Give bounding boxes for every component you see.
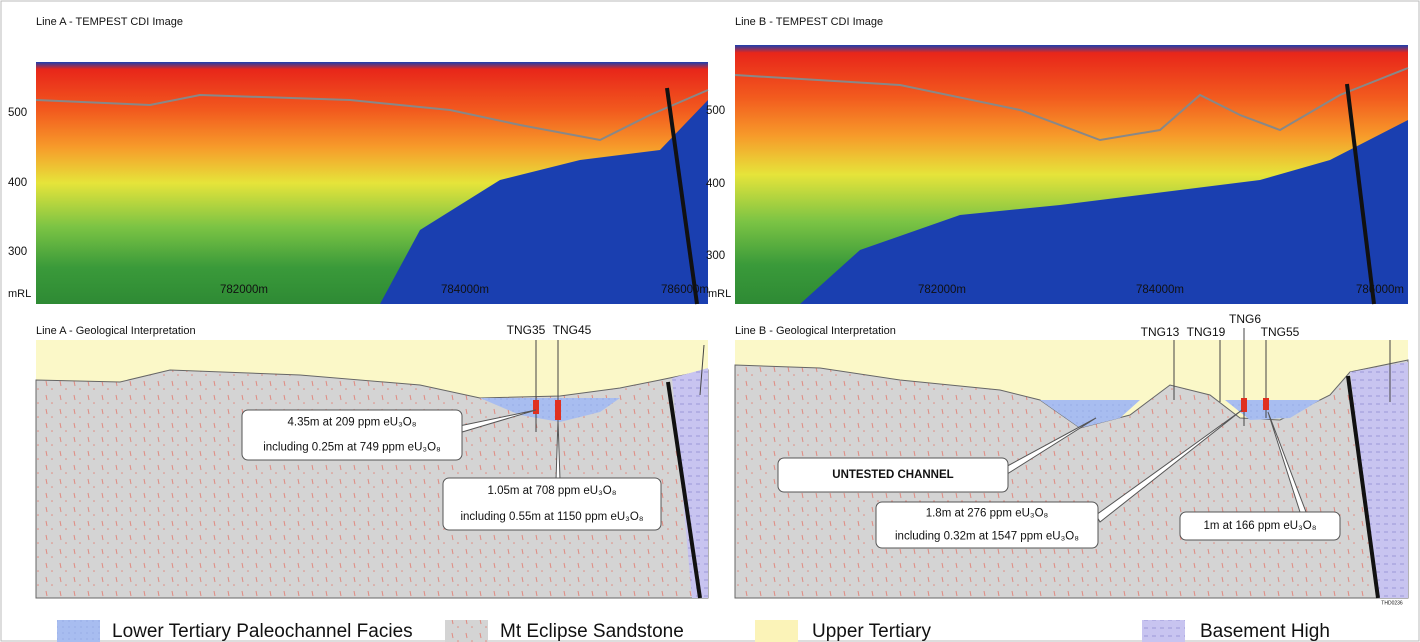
drillhole-label: TNG13 xyxy=(1141,325,1180,339)
cdi-image-a xyxy=(36,62,708,304)
x-tick-label: 784000m xyxy=(1136,284,1184,296)
x-tick-label: 786000m xyxy=(1356,284,1404,296)
legend-swatch xyxy=(1142,620,1185,642)
panel-title: Line B - TEMPEST CDI Image xyxy=(735,16,883,28)
callout-text: UNTESTED CHANNEL xyxy=(832,469,953,481)
callout-text: 1m at 166 ppm eU₃O₈ xyxy=(1203,520,1316,532)
y-tick-label: 500 xyxy=(8,107,27,119)
callout-text: 1.05m at 708 ppm eU₃O₈ xyxy=(488,485,617,497)
legend-swatch xyxy=(755,620,798,642)
y-tick-label: 500 xyxy=(706,105,725,117)
drillhole-label: TNG35 xyxy=(507,323,546,337)
callout-text: 4.35m at 209 ppm eU₃O₈ xyxy=(288,417,417,429)
section-title: Line B - Geological Interpretation xyxy=(735,325,896,337)
section-a xyxy=(36,340,708,598)
x-tick-label: 786000m xyxy=(661,284,709,296)
drillhole-label: TNG55 xyxy=(1261,325,1300,339)
callout-text: 1.8m at 276 ppm eU₃O₈ xyxy=(926,508,1049,520)
legend-label: Lower Tertiary Paleochannel Facies xyxy=(112,621,413,642)
callout-text: including 0.25m at 749 ppm eU₃O₈ xyxy=(263,442,441,454)
legend-label: Basement High xyxy=(1200,621,1330,642)
page: {"panels":[ {"title":"Line A - TEMPEST C… xyxy=(0,0,1420,642)
drillhole-label: TNG45 xyxy=(553,323,592,337)
y-tick-label: 300 xyxy=(706,250,725,262)
x-tick-label: 784000m xyxy=(441,284,489,296)
figure-code: THD0236 xyxy=(1381,600,1403,606)
legend-swatch xyxy=(57,620,100,642)
panel-title: Line A - TEMPEST CDI Image xyxy=(36,16,183,28)
cdi-image-b xyxy=(735,45,1408,304)
callout-text: including 0.55m at 1150 ppm eU₃O₈ xyxy=(460,511,643,523)
y-unit: mRL xyxy=(708,288,731,300)
section-title: Line A - Geological Interpretation xyxy=(36,325,196,337)
x-tick-label: 782000m xyxy=(220,284,268,296)
figure: Line A - TEMPEST CDI Image500400300mRL78… xyxy=(0,0,1420,642)
y-tick-label: 300 xyxy=(8,246,27,258)
y-tick-label: 400 xyxy=(8,177,27,189)
legend-swatch xyxy=(445,620,488,642)
legend-label: Mt Eclipse Sandstone xyxy=(500,621,684,642)
x-tick-label: 782000m xyxy=(918,284,966,296)
drillhole-label: TNG19 xyxy=(1187,325,1226,339)
callout-text: including 0.32m at 1547 ppm eU₃O₈ xyxy=(895,531,1079,543)
legend-label: Upper Tertiary xyxy=(812,621,931,642)
y-unit: mRL xyxy=(8,288,31,300)
y-tick-label: 400 xyxy=(706,178,725,190)
drillhole-label: TNG6 xyxy=(1229,312,1261,326)
